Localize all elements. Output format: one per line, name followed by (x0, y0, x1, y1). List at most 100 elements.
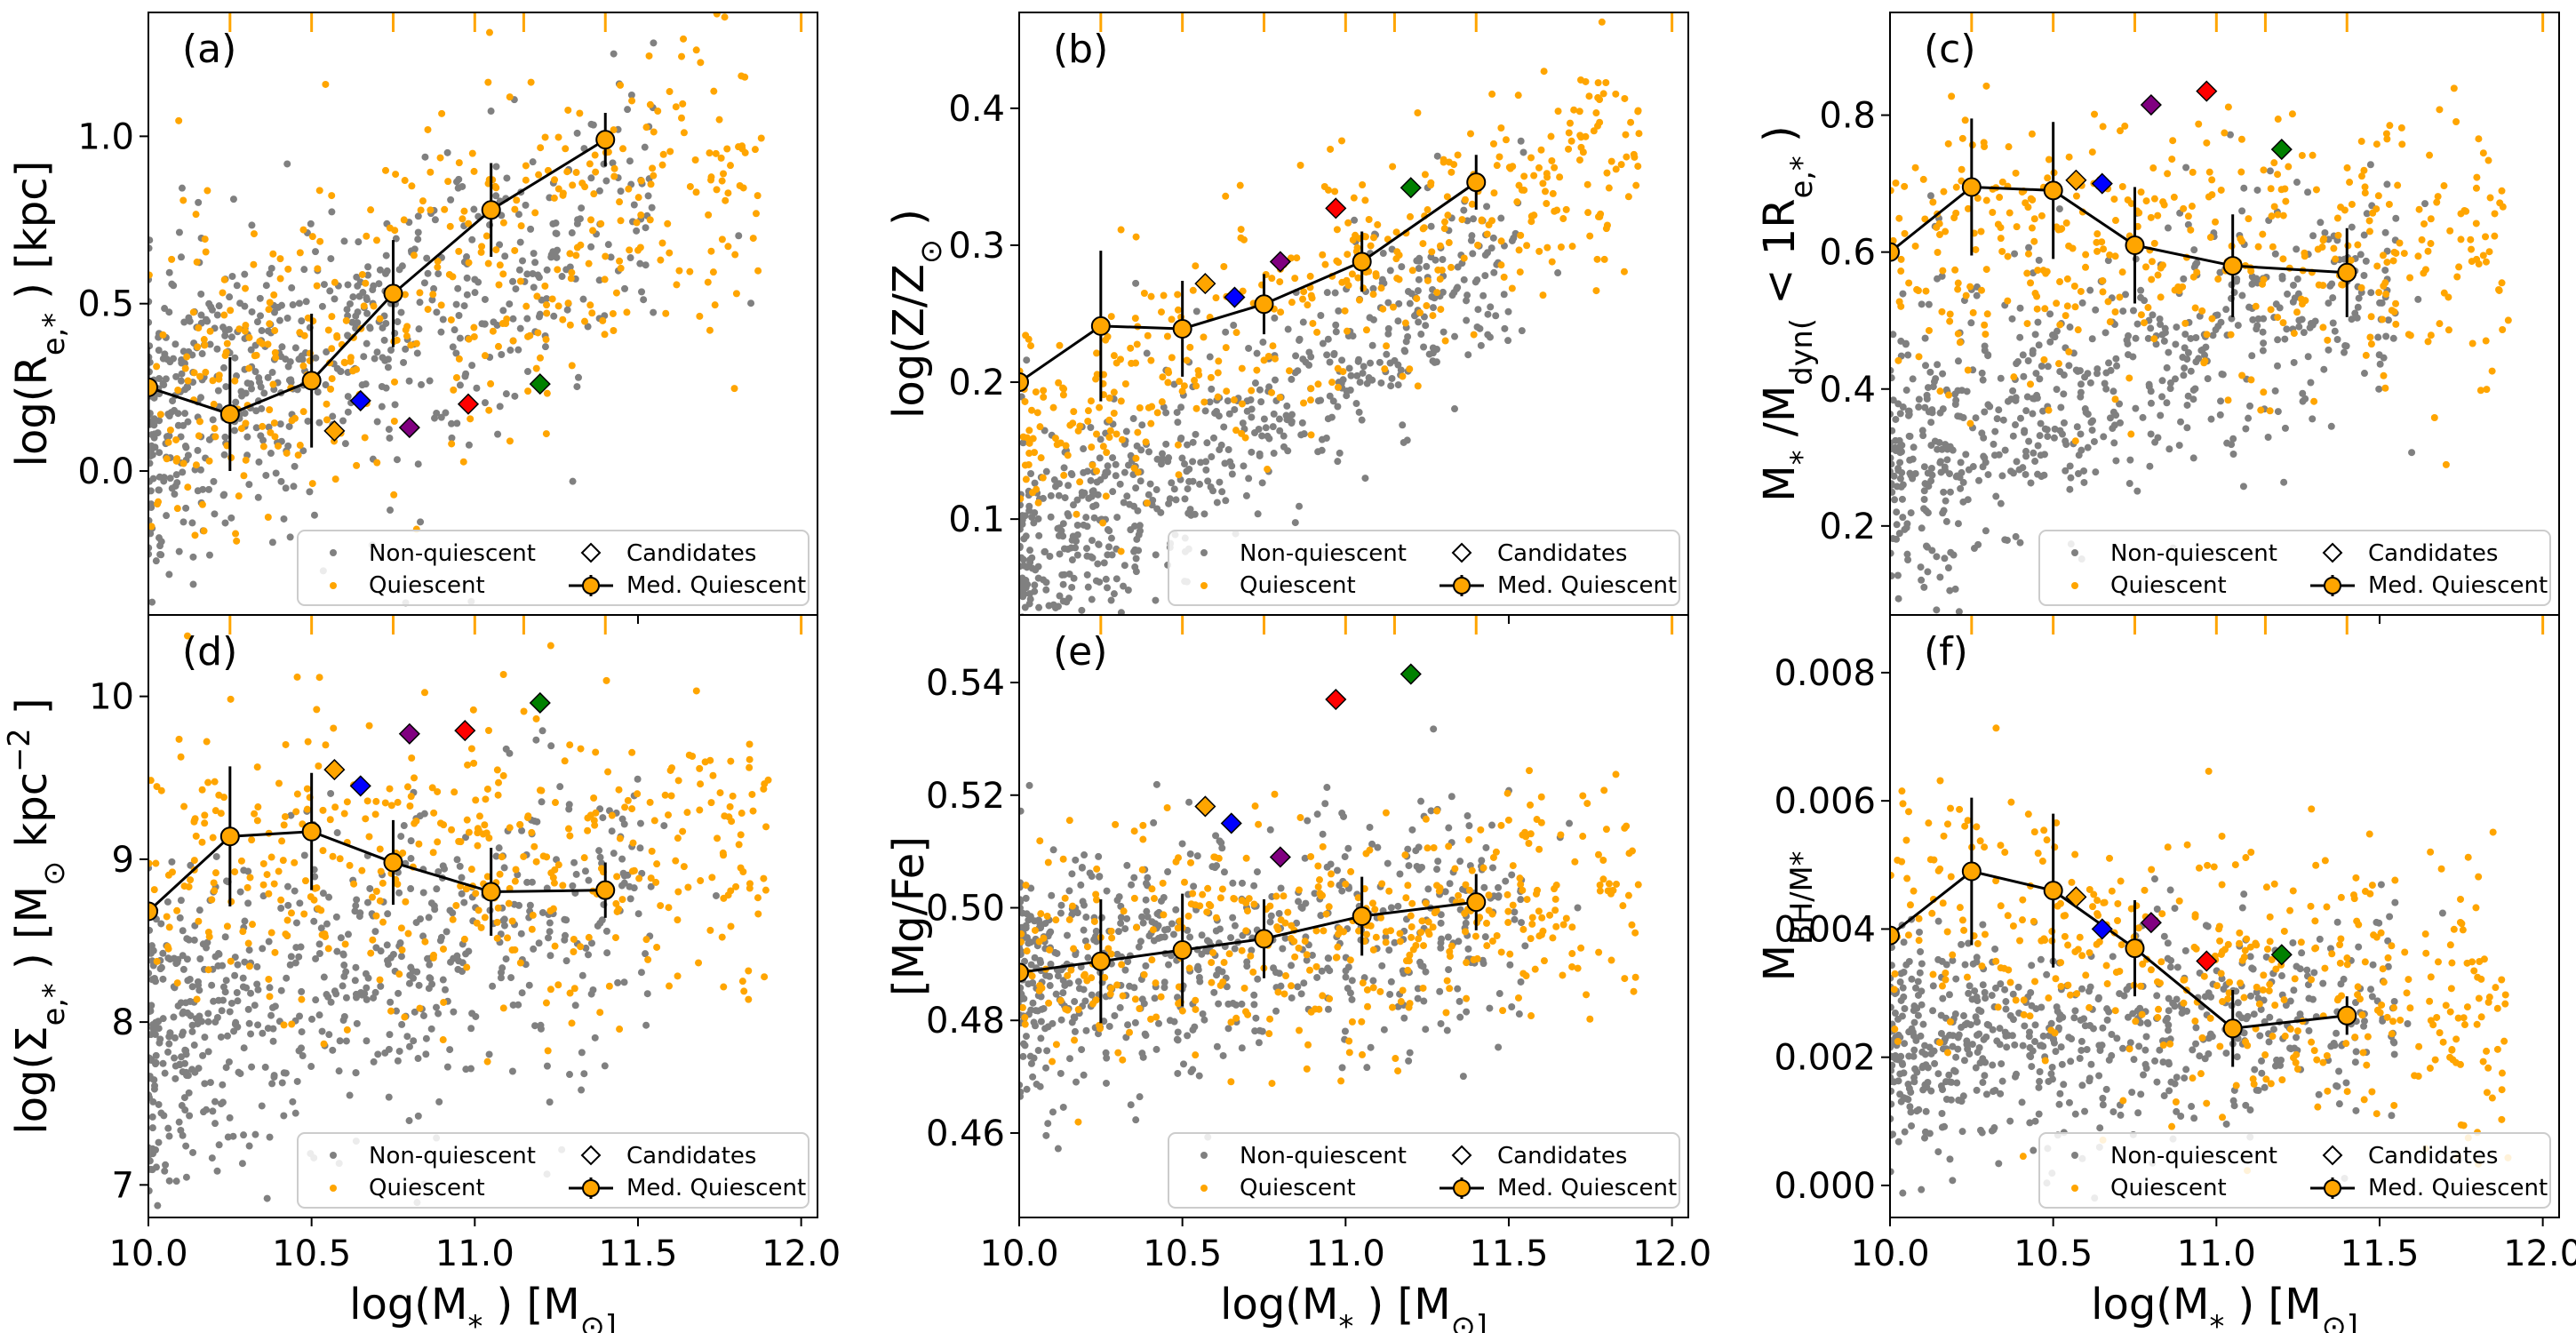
non-quiescent-point (395, 989, 403, 997)
non-quiescent-point (1167, 952, 1175, 960)
quiescent-point (2260, 166, 2268, 174)
non-quiescent-point (2035, 256, 2043, 264)
non-quiescent-point (1954, 412, 1962, 420)
non-quiescent-point (2331, 327, 2339, 335)
quiescent-point (2099, 277, 2107, 285)
non-quiescent-point (277, 301, 285, 309)
quiescent-point (1969, 308, 1977, 316)
non-quiescent-point (1957, 484, 1965, 492)
non-quiescent-point (2283, 325, 2291, 333)
quiescent-point (215, 375, 223, 383)
quiescent-point (1106, 427, 1114, 435)
non-quiescent-point (366, 884, 374, 892)
non-quiescent-point (272, 469, 280, 477)
quiescent-point (403, 783, 411, 791)
quiescent-point (637, 212, 645, 220)
non-quiescent-point (385, 1093, 393, 1101)
non-quiescent-point (1927, 464, 1935, 472)
quiescent-point (242, 419, 250, 427)
quiescent-point (331, 278, 339, 286)
non-quiescent-point (1909, 475, 1917, 483)
y-tick-label: 0.4 (948, 89, 1005, 130)
candidate-marker (1400, 177, 1422, 199)
non-quiescent-point (1276, 427, 1284, 435)
quiescent-point (720, 983, 728, 991)
quiescent-point (2224, 103, 2232, 111)
non-quiescent-point (331, 987, 339, 995)
quiescent-point (1339, 368, 1347, 376)
quiescent-point (2093, 230, 2101, 238)
non-quiescent-point (1440, 328, 1448, 336)
quiescent-point (1309, 319, 1317, 327)
quiescent-point (566, 741, 574, 749)
non-quiescent-point (1138, 1050, 1146, 1058)
quiescent-point (2389, 257, 2397, 265)
non-quiescent-point (576, 215, 584, 223)
non-quiescent-point (1028, 564, 1036, 572)
quiescent-point (293, 790, 301, 798)
non-quiescent-point (2053, 386, 2061, 394)
quiescent-point (505, 899, 513, 907)
quiescent-point (686, 182, 694, 190)
quiescent-point (1105, 394, 1113, 402)
non-quiescent-point (1132, 555, 1140, 563)
quiescent-point (762, 823, 770, 831)
legend-label-quiescent: Quiescent (1240, 572, 1356, 599)
quiescent-point (2099, 123, 2107, 131)
quiescent-point (707, 247, 715, 255)
non-quiescent-point (2086, 286, 2094, 294)
panel-label: (b) (1053, 27, 1108, 72)
non-quiescent-point (2050, 434, 2058, 442)
quiescent-point (2110, 196, 2118, 204)
quiescent-point (2150, 335, 2158, 343)
quiescent-point (211, 869, 219, 877)
non-quiescent-point (2013, 360, 2021, 368)
non-quiescent-point (1890, 374, 1895, 382)
quiescent-point (512, 866, 520, 874)
non-quiescent-point (166, 475, 174, 483)
non-quiescent-point (2278, 275, 2286, 283)
non-quiescent-point (405, 1117, 413, 1125)
non-quiescent-point (2299, 389, 2307, 397)
non-quiescent-point (1046, 982, 1054, 990)
non-quiescent-point (1185, 477, 1193, 485)
non-quiescent-point (320, 281, 328, 289)
non-quiescent-point (2021, 428, 2029, 436)
non-quiescent-point (1254, 510, 1262, 518)
quiescent-point (2440, 182, 2448, 190)
non-quiescent-point (1324, 1005, 1332, 1013)
non-quiescent-point (1939, 370, 1947, 378)
quiescent-point (1159, 373, 1167, 381)
quiescent-point (511, 246, 519, 254)
non-quiescent-point (1160, 403, 1168, 411)
quiescent-point (508, 917, 516, 925)
non-quiescent-point (1422, 968, 1430, 976)
non-quiescent-point (435, 270, 443, 278)
candidate-marker (1269, 251, 1291, 273)
non-quiescent-point (148, 976, 156, 984)
quiescent-point (187, 876, 195, 884)
quiescent-point (360, 302, 368, 310)
quiescent-point (222, 348, 230, 356)
non-quiescent-point (148, 516, 153, 524)
non-quiescent-point (578, 971, 586, 979)
quiescent-point (494, 791, 502, 799)
non-quiescent-point (373, 348, 381, 356)
non-quiescent-point (2141, 297, 2149, 305)
quiescent-point (293, 673, 301, 681)
quiescent-point (754, 192, 762, 200)
non-quiescent-point (2066, 485, 2074, 493)
non-quiescent-point (378, 383, 386, 391)
quiescent-point (2127, 430, 2135, 438)
non-quiescent-point (1890, 410, 1894, 418)
quiescent-point (2208, 315, 2216, 323)
quiescent-point (237, 857, 245, 865)
non-quiescent-point (1318, 446, 1326, 454)
non-quiescent-point (283, 882, 291, 890)
quiescent-point (163, 943, 171, 951)
non-quiescent-point (1322, 435, 1330, 443)
quiescent-point (245, 333, 253, 341)
quiescent-point (1361, 233, 1369, 241)
quiescent-point (2193, 268, 2201, 276)
quiescent-point (451, 788, 459, 796)
